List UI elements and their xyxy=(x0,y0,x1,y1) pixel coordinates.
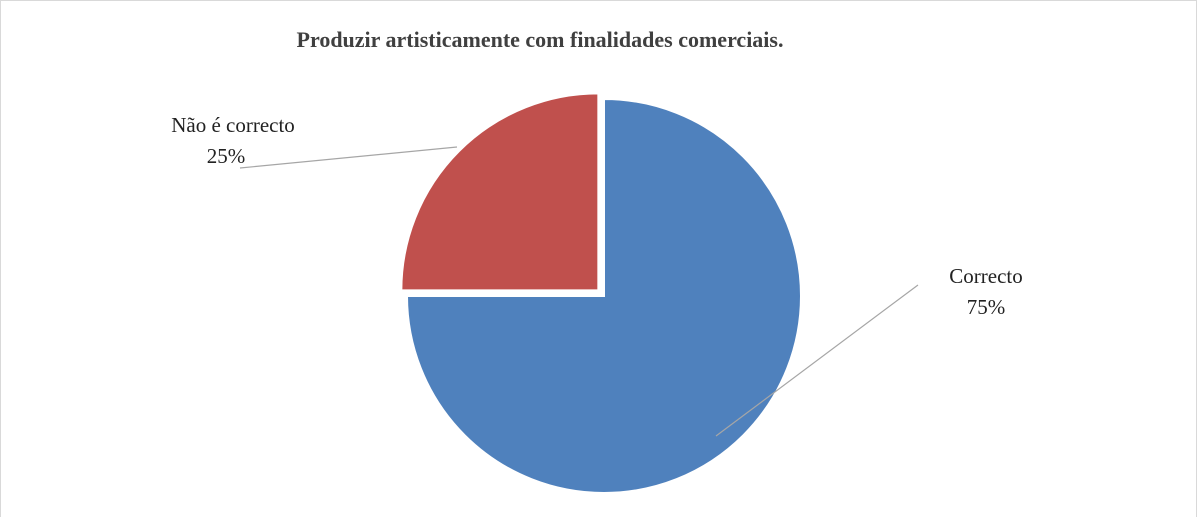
slice-value-label: 75% xyxy=(967,295,1006,319)
pie-slice xyxy=(400,92,600,292)
slice-label: Correcto xyxy=(949,264,1022,288)
leader-line xyxy=(239,146,458,169)
slice-label: Não é correcto xyxy=(171,113,295,137)
slice-value-label: 25% xyxy=(207,144,246,168)
chart-title: Produzir artisticamente com finalidades … xyxy=(297,27,784,52)
leader-line xyxy=(715,284,919,437)
pie-slice xyxy=(405,97,802,494)
